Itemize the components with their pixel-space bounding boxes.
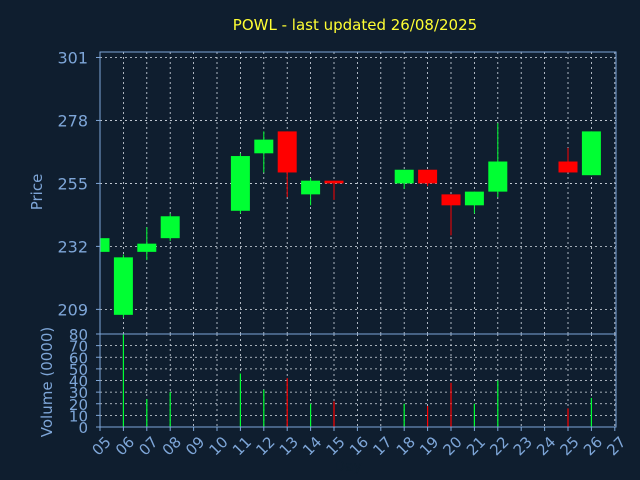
x-tick-label: 27 xyxy=(603,433,629,459)
x-tick-label: 06 xyxy=(112,433,138,459)
volume-grid xyxy=(100,334,616,427)
x-axis-label: Day xyxy=(334,459,362,475)
x-tick-label: 15 xyxy=(323,433,349,459)
candle-body xyxy=(230,156,250,211)
volume-tick-label: 60 xyxy=(69,349,88,367)
volume-bars xyxy=(122,334,593,427)
candle-body xyxy=(394,169,414,184)
candle-body xyxy=(277,131,297,173)
candle-body xyxy=(137,243,157,252)
candle-body xyxy=(488,161,508,192)
x-tick-label: 10 xyxy=(206,433,232,459)
x-tick-label: 20 xyxy=(440,433,466,459)
x-tick-label: 17 xyxy=(369,433,395,459)
volume-axis-label: Volume (0000) xyxy=(38,327,56,437)
price-tick-label: 255 xyxy=(57,174,88,193)
price-panel: 209 232 255 278 301 xyxy=(57,48,617,335)
x-tick-label: 13 xyxy=(276,433,302,459)
volume-tick-label: 0 xyxy=(78,419,88,437)
x-tick-label: 23 xyxy=(510,433,536,459)
price-frame xyxy=(99,51,617,335)
candle-body xyxy=(441,194,461,206)
volume-tick-label: 50 xyxy=(69,361,88,379)
volume-tick-label: 70 xyxy=(69,338,88,356)
x-tick-label: 21 xyxy=(463,433,489,459)
x-tick-label: 19 xyxy=(416,433,442,459)
x-tick-label: 12 xyxy=(252,433,278,459)
candle-body xyxy=(113,257,133,315)
x-tick-label: 25 xyxy=(557,433,583,459)
volume-tick-label: 20 xyxy=(69,396,88,414)
chart-title: POWL - last updated 26/08/2025 xyxy=(233,16,477,34)
candle-body xyxy=(301,180,321,195)
x-tick-label: 24 xyxy=(533,433,559,459)
candle-body xyxy=(100,238,110,252)
price-tick-label: 232 xyxy=(57,237,88,256)
candle-body xyxy=(418,169,438,184)
x-tick-label: 22 xyxy=(486,433,512,459)
price-tick-label: 209 xyxy=(57,300,88,319)
x-tick-label: 08 xyxy=(159,433,185,459)
price-grid xyxy=(100,52,616,334)
x-tick-label: 11 xyxy=(229,433,255,459)
x-tick-label: 16 xyxy=(346,433,372,459)
volume-frame xyxy=(99,333,617,428)
x-tick-label: 05 xyxy=(89,433,115,459)
candle-body xyxy=(464,191,484,206)
price-axis-label: Price xyxy=(28,174,46,211)
x-tick-label: 14 xyxy=(299,433,325,459)
x-tick-labels: 0506070809101112131415161718192021222324… xyxy=(89,427,630,459)
volume-tick-label: 10 xyxy=(69,407,88,425)
candle-body xyxy=(558,161,578,173)
x-tick-label: 07 xyxy=(135,433,161,459)
volume-tick-label: 80 xyxy=(69,326,88,344)
price-tick-label: 278 xyxy=(57,111,88,130)
candle-body xyxy=(160,216,180,239)
volume-tick-label: 30 xyxy=(69,384,88,402)
price-y-ticks: 209 232 255 278 301 xyxy=(57,48,100,319)
x-tick-label: 26 xyxy=(580,433,606,459)
x-tick-label: 09 xyxy=(182,433,208,459)
candle-body xyxy=(324,180,344,184)
candle-body xyxy=(254,139,274,154)
price-tick-label: 301 xyxy=(57,48,88,67)
x-tick-label: 18 xyxy=(393,433,419,459)
volume-tick-label: 40 xyxy=(69,373,88,391)
candle-body xyxy=(581,131,601,176)
price-candles xyxy=(99,123,601,318)
